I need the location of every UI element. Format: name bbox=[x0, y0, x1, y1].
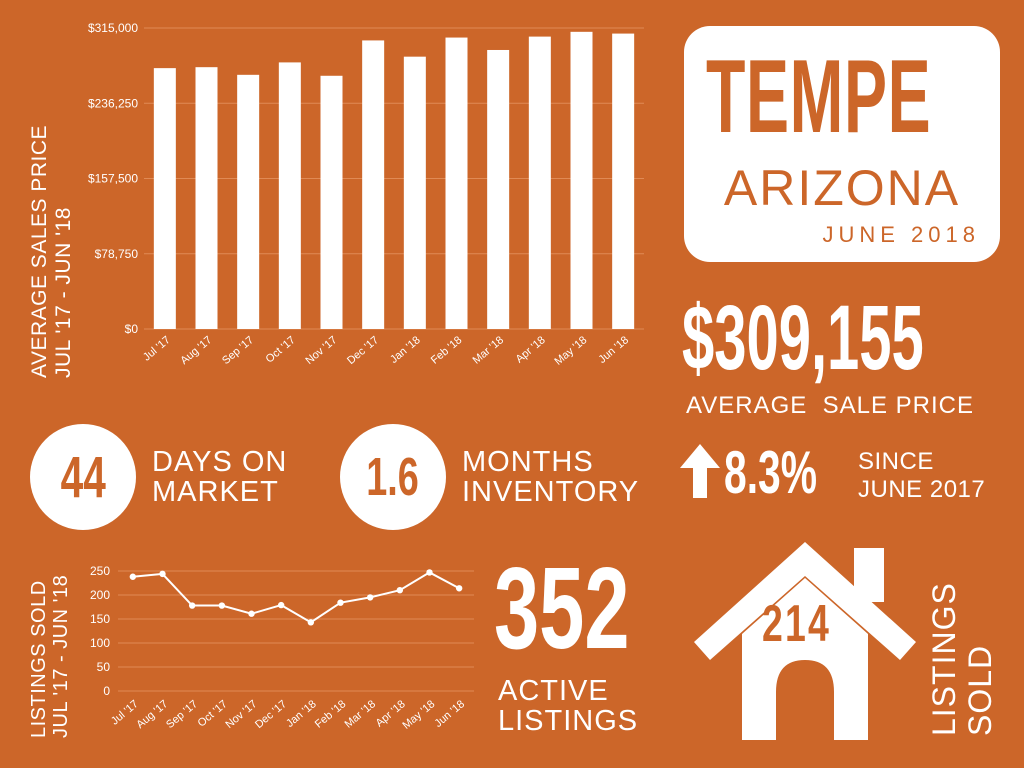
bar-chart-ylabel: AVERAGE SALES PRICE JUL '17 - JUN '18 bbox=[28, 125, 76, 378]
line-point bbox=[188, 602, 196, 609]
house-icon bbox=[694, 542, 916, 740]
bar bbox=[362, 40, 385, 330]
line-xtick-label: Sep '17 bbox=[164, 698, 200, 731]
line-chart-ylabel-line1: LISTINGS SOLD bbox=[28, 580, 50, 738]
bar-xtick-label: Jun '18 bbox=[596, 334, 631, 366]
sold-label: LISTINGS SOLD bbox=[926, 582, 998, 736]
change-label-line1: SINCE bbox=[858, 448, 934, 475]
line-point bbox=[277, 601, 285, 609]
bar bbox=[445, 37, 468, 330]
line-ytick-label: 150 bbox=[90, 612, 110, 626]
line-point bbox=[396, 587, 404, 594]
days-on-market-label: DAYS ON MARKET bbox=[152, 447, 287, 507]
days-on-market-circle: 44 bbox=[30, 424, 136, 530]
line-point bbox=[426, 569, 433, 576]
line-xtick-label: Jun '18 bbox=[432, 698, 467, 730]
bar-xtick-label: Sep '17 bbox=[220, 334, 256, 367]
line-xtick-label: Jan '18 bbox=[284, 698, 319, 730]
days-on-market-label-line2: MARKET bbox=[152, 476, 279, 508]
months-inventory-value: 1.6 bbox=[366, 447, 420, 507]
months-inventory-label-line1: MONTHS bbox=[462, 446, 594, 478]
bar-xtick-label: Apr '18 bbox=[514, 334, 548, 365]
line-ytick-label: 50 bbox=[97, 660, 111, 674]
line-xtick-label: Feb '18 bbox=[313, 698, 349, 731]
bar bbox=[528, 36, 551, 329]
bar bbox=[403, 56, 426, 330]
months-inventory-circle: 1.6 bbox=[340, 424, 446, 530]
bar-xtick-label: Oct '17 bbox=[264, 334, 298, 365]
line-xtick-label: May '18 bbox=[400, 698, 437, 732]
bar-ytick-label: $0 bbox=[125, 322, 139, 336]
bar bbox=[320, 75, 343, 330]
line-point bbox=[129, 573, 137, 580]
line-xtick-label: Mar '18 bbox=[343, 698, 379, 731]
title-card: TEMPE ARIZONA JUNE 2018 bbox=[684, 26, 1000, 262]
state-title: ARIZONA bbox=[723, 160, 961, 216]
days-on-market-value: 44 bbox=[60, 444, 106, 510]
bar-ytick-label: $315,000 bbox=[88, 21, 138, 35]
bar bbox=[195, 67, 218, 329]
bar bbox=[237, 74, 260, 329]
bar-xtick-label: Nov '17 bbox=[303, 334, 339, 367]
average-price-value: $309,155 bbox=[682, 288, 924, 388]
line-ytick-label: 0 bbox=[103, 684, 110, 698]
line-point bbox=[159, 570, 166, 578]
city-title: TEMPE bbox=[706, 39, 932, 155]
line-point bbox=[337, 599, 344, 606]
bar-ytick-label: $157,500 bbox=[88, 172, 138, 186]
bar-ytick-label: $78,750 bbox=[95, 247, 139, 261]
sold-label-line2: SOLD bbox=[962, 644, 998, 736]
days-on-market-label-line1: DAYS ON bbox=[152, 446, 288, 478]
bar-ytick-label: $236,250 bbox=[88, 96, 138, 110]
line-xtick-label: Dec '17 bbox=[253, 698, 289, 731]
months-inventory-label-line2: INVENTORY bbox=[462, 476, 640, 508]
bar-xtick-label: Feb '18 bbox=[429, 334, 465, 367]
line-series bbox=[132, 571, 460, 624]
bar-xtick-label: Dec '17 bbox=[345, 334, 381, 367]
active-listings-value: 352 bbox=[494, 548, 630, 668]
months-inventory-label: MONTHS INVENTORY bbox=[462, 447, 639, 507]
bar bbox=[278, 62, 301, 330]
line-ytick-label: 100 bbox=[90, 636, 110, 650]
line-point bbox=[218, 602, 226, 609]
bar-xtick-label: Jan '18 bbox=[388, 334, 423, 366]
change-label: SINCE JUNE 2017 bbox=[858, 448, 985, 504]
line-point bbox=[366, 594, 374, 601]
line-xtick-label: Aug '17 bbox=[134, 698, 170, 731]
line-point bbox=[248, 610, 255, 617]
bar-xtick-label: Aug '17 bbox=[178, 334, 214, 367]
date-label: JUNE 2018 bbox=[822, 222, 980, 247]
bar bbox=[612, 33, 635, 330]
line-xtick-label: Nov '17 bbox=[223, 698, 259, 731]
bar bbox=[487, 49, 510, 329]
line-ytick-label: 200 bbox=[90, 588, 110, 602]
bar bbox=[153, 68, 176, 329]
active-listings-label-line1: ACTIVE bbox=[498, 675, 609, 707]
bar-xtick-label: Mar '18 bbox=[471, 334, 507, 367]
active-listings-label: ACTIVE LISTINGS bbox=[498, 676, 638, 736]
bar-xtick-label: Jul '17 bbox=[141, 334, 173, 363]
bar-chart-ylabel-line1: AVERAGE SALES PRICE bbox=[28, 124, 51, 378]
line-point bbox=[455, 585, 463, 592]
line-chart-ylabel-line2: JUL '17 - JUN '18 bbox=[50, 574, 72, 738]
line-point bbox=[307, 619, 315, 626]
bar-xtick-label: May '18 bbox=[552, 334, 589, 368]
sold-label-line1: LISTINGS bbox=[926, 582, 962, 736]
arrow-up-icon bbox=[680, 444, 720, 498]
line-chart-ylabel: LISTINGS SOLD JUL '17 - JUN '18 bbox=[28, 575, 72, 738]
active-listings-label-line2: LISTINGS bbox=[498, 705, 639, 737]
sold-value: 214 bbox=[762, 595, 831, 653]
change-value: 8.3% bbox=[724, 440, 818, 506]
bar bbox=[570, 31, 593, 329]
bar-chart: $0 $78,750 $157,500 $236,250 $315,000 Jul '17… bbox=[88, 21, 644, 368]
change-label-line2: JUNE 2017 bbox=[858, 476, 986, 503]
average-price-label: AVERAGE SALE PRICE bbox=[686, 392, 974, 419]
line-ytick-label: 250 bbox=[90, 564, 110, 578]
